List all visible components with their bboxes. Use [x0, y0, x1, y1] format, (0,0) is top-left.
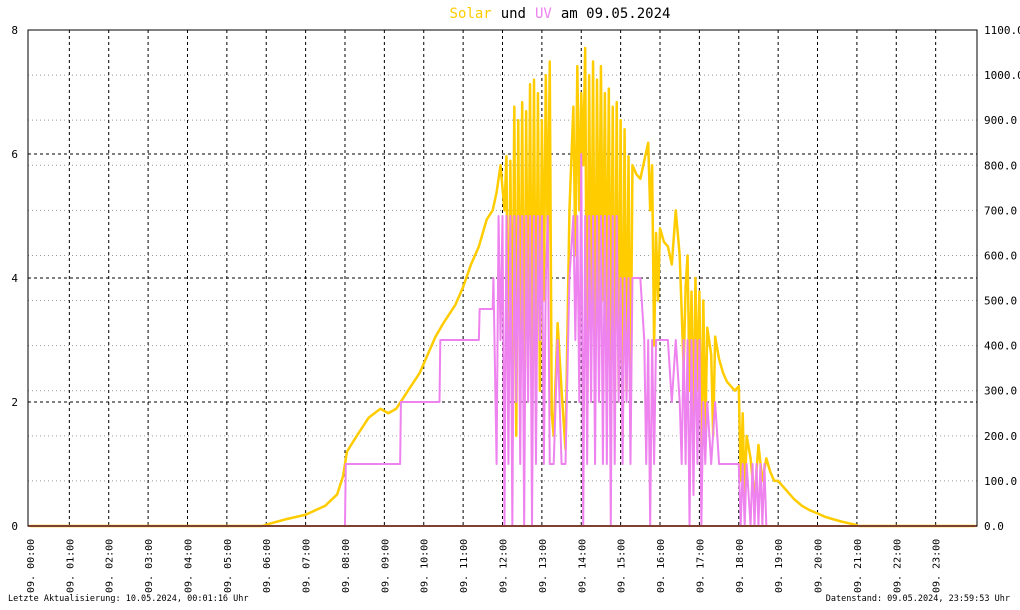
x-tick-label-17: 09. 17:00: [695, 539, 706, 593]
y-right-tick-label-4: 400.0: [984, 340, 1017, 353]
chart-title: Solar und UV am 09.05.2024: [450, 6, 671, 22]
y-right-tick-label-5: 500.0: [984, 295, 1017, 308]
axes: [27, 29, 978, 527]
y-left-tick-label-0: 0: [11, 520, 18, 533]
x-tick-label-4: 09. 04:00: [183, 539, 194, 593]
y-right-tick-label-10: 1000.0: [984, 69, 1020, 82]
x-tick-label-3: 09. 03:00: [144, 539, 155, 593]
y-left-tick-label-1: 2: [11, 396, 18, 409]
x-tick-label-6: 09. 06:00: [262, 539, 273, 593]
series-uv-line: [29, 153, 976, 527]
x-tick-label-22: 09. 22:00: [892, 539, 903, 593]
y-right-tick-label-2: 200.0: [984, 430, 1017, 443]
series-solar-line: [29, 46, 976, 528]
y-right-tick-label-1: 100.0: [984, 475, 1017, 488]
y-right-tick-label-8: 800.0: [984, 159, 1017, 172]
x-tick-label-5: 09. 05:00: [223, 539, 234, 593]
x-tick-label-8: 09. 08:00: [341, 539, 352, 593]
y-right-tick-label-11: 1100.0: [984, 24, 1020, 37]
tick-labels: 0 2 4 6 8 0.0 100.0 200.0 300.0 400.0 500.0 600.0 70…: [11, 24, 1020, 593]
title-uv: UV: [535, 6, 552, 22]
y-left-tick-label-4: 8: [11, 24, 18, 37]
x-tick-label-21: 09. 21:00: [853, 539, 864, 593]
x-tick-label-23: 09. 23:00: [932, 539, 943, 593]
x-tick-label-20: 09. 20:00: [814, 539, 825, 593]
x-tick-label-0: 09. 00:00: [26, 539, 37, 593]
title-und: und: [501, 6, 526, 22]
x-tick-label-19: 09. 19:00: [774, 539, 785, 593]
x-tick-label-11: 09. 11:00: [459, 539, 470, 593]
x-tick-label-2: 09. 02:00: [105, 539, 116, 593]
x-tick-label-14: 09. 14:00: [577, 539, 588, 593]
footer-last-update: Letzte Aktualisierung: 10.05.2024, 00:01…: [8, 594, 249, 604]
x-tick-label-18: 09. 18:00: [735, 539, 746, 593]
y-left-tick-label-3: 6: [11, 148, 18, 161]
title-rest: am 09.05.2024: [561, 6, 671, 22]
y-right-tick-label-0: 0.0: [984, 520, 1004, 533]
x-tick-label-9: 09. 09:00: [380, 539, 391, 593]
plot-frame: [27, 29, 978, 527]
x-tick-label-15: 09. 15:00: [617, 539, 628, 593]
y-right-tick-label-7: 700.0: [984, 204, 1017, 217]
x-tick-label-13: 09. 13:00: [538, 539, 549, 593]
footer-data-status: Datenstand: 09.05.2024, 23:59:53 Uhr: [826, 594, 1010, 604]
y-right-tick-label-3: 300.0: [984, 385, 1017, 398]
y-left-tick-label-2: 4: [11, 272, 18, 285]
x-tick-label-7: 09. 07:00: [302, 539, 313, 593]
x-tick-label-16: 09. 16:00: [656, 539, 667, 593]
x-tick-label-12: 09. 12:00: [499, 539, 510, 593]
x-tick-label-10: 09. 10:00: [420, 539, 431, 593]
y-right-tick-label-6: 600.0: [984, 249, 1017, 262]
y-right-tick-label-9: 900.0: [984, 114, 1017, 127]
title-solar: Solar: [450, 6, 492, 22]
x-tick-label-1: 09. 01:00: [65, 539, 76, 593]
